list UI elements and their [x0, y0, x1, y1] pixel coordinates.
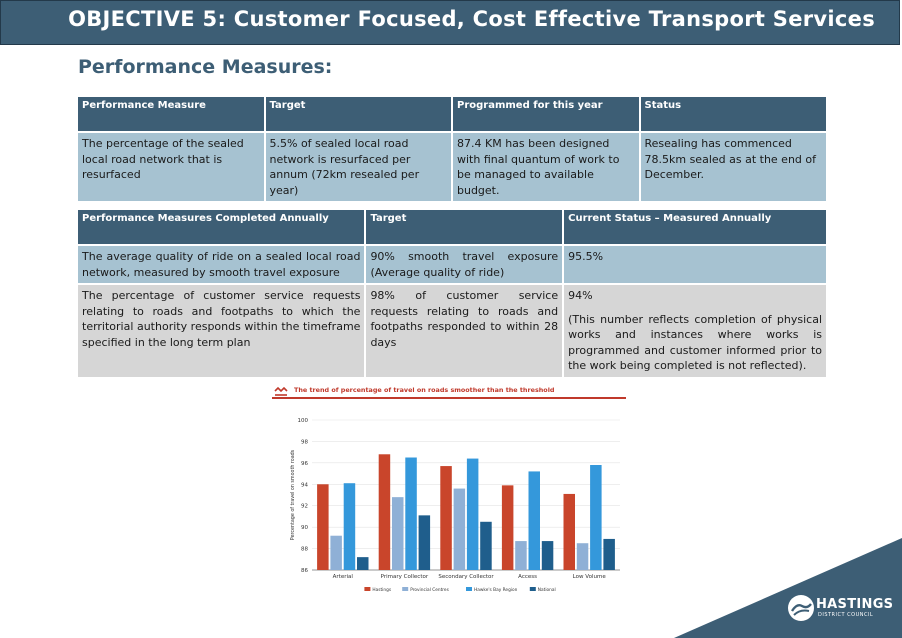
table-row: The percentage of customer service reque… [78, 285, 826, 377]
y-axis-label: Percentage of travel on smooth roads [290, 449, 296, 540]
bar [378, 454, 391, 570]
legend-swatch [529, 587, 536, 591]
status-note: (This number reflects completion of phys… [568, 312, 822, 373]
legend-label: Hawke's Bay Region [474, 587, 518, 593]
performance-measures-table: Performance Measure Target Programmed fo… [76, 95, 828, 203]
hastings-logo-icon [788, 595, 814, 621]
status-cell: 95.5% [564, 246, 826, 283]
table-header-row: Performance Measure Target Programmed fo… [78, 97, 826, 131]
bar [453, 488, 466, 570]
bar [590, 465, 602, 570]
table-cell: Resealing has commenced 78.5km sealed as… [640, 133, 826, 201]
table-cell: The percentage of the sealed local road … [78, 133, 264, 201]
measure-cell: The percentage of customer service reque… [78, 285, 365, 377]
bar [576, 543, 589, 570]
legend-swatch [402, 587, 409, 591]
corner-decoration [674, 538, 902, 638]
y-tick-label: 90 [301, 525, 308, 531]
measure-cell: The average quality of ride on a sealed … [78, 246, 365, 283]
legend-label: Provincial Centres [410, 587, 449, 593]
bar [357, 557, 369, 570]
objective-title: OBJECTIVE 5: Customer Focused, Cost Effe… [68, 7, 875, 31]
status-cell: 94% (This number reflects completion of … [564, 285, 826, 377]
bar [515, 541, 527, 570]
chart-title: The trend of percentage of travel on roa… [294, 386, 555, 394]
x-tick-label: Access [518, 574, 537, 580]
bar [603, 538, 615, 570]
column-header: Programmed for this year [453, 97, 639, 131]
bar [528, 471, 540, 570]
bar [317, 484, 329, 570]
objective-banner: OBJECTIVE 5: Customer Focused, Cost Effe… [0, 0, 900, 45]
legend-label: National [538, 587, 556, 593]
annual-measures-table: Performance Measures Completed Annually … [76, 208, 828, 379]
bar [392, 497, 404, 570]
column-header: Performance Measure [78, 97, 264, 131]
target-cell: 98% of customer service requests relatin… [366, 285, 563, 377]
bar [501, 485, 514, 570]
y-tick-label: 96 [301, 461, 308, 467]
road-trend-icon [274, 386, 288, 396]
logo-name: HASTINGS [816, 597, 894, 612]
column-header: Target [366, 210, 563, 244]
status-value: 94% [568, 289, 593, 302]
column-header: Target [265, 97, 451, 131]
x-tick-label: Arterial [333, 574, 354, 580]
trend-chart: The trend of percentage of travel on roa… [270, 382, 630, 600]
table-cell: 87.4 KM has been designed with final qua… [453, 133, 639, 201]
legend-swatch [466, 587, 472, 591]
y-tick-label: 92 [301, 504, 308, 510]
logo-subtitle: DISTRICT COUNCIL [818, 612, 874, 618]
table-row: The percentage of the sealed local road … [78, 133, 826, 201]
table-header-row: Performance Measures Completed Annually … [78, 210, 826, 244]
y-tick-label: 88 [301, 547, 308, 553]
table-row: The average quality of ride on a sealed … [78, 246, 826, 283]
y-tick-label: 94 [301, 482, 308, 488]
x-tick-label: Primary Collector [381, 574, 429, 580]
bar [343, 483, 356, 570]
table-cell: 5.5% of sealed local road network is res… [265, 133, 451, 201]
chart-title-rule [272, 397, 626, 399]
y-tick-label: 86 [301, 568, 308, 574]
x-tick-label: Low Volume [573, 574, 607, 580]
bar [440, 466, 452, 570]
bar [541, 541, 554, 570]
section-title: Performance Measures: [78, 56, 333, 78]
bar [418, 515, 431, 570]
x-tick-label: Secondary Collector [438, 574, 494, 580]
column-header: Current Status – Measured Annually [564, 210, 826, 244]
legend-swatch [364, 587, 371, 591]
y-tick-label: 100 [298, 418, 309, 424]
bar [466, 458, 479, 570]
legend-label: Hastings [372, 587, 391, 593]
column-header: Status [640, 97, 826, 131]
bar [480, 521, 492, 570]
bar [563, 493, 575, 570]
bar [405, 457, 417, 570]
target-cell: 90% smooth travel exposure (Average qual… [366, 246, 563, 283]
bar [330, 535, 342, 570]
bar-chart: 86 88 90 92 94 96 98 100 Percentage of travel on… [290, 418, 620, 593]
column-header: Performance Measures Completed Annually [78, 210, 365, 244]
y-tick-label: 98 [301, 439, 308, 445]
